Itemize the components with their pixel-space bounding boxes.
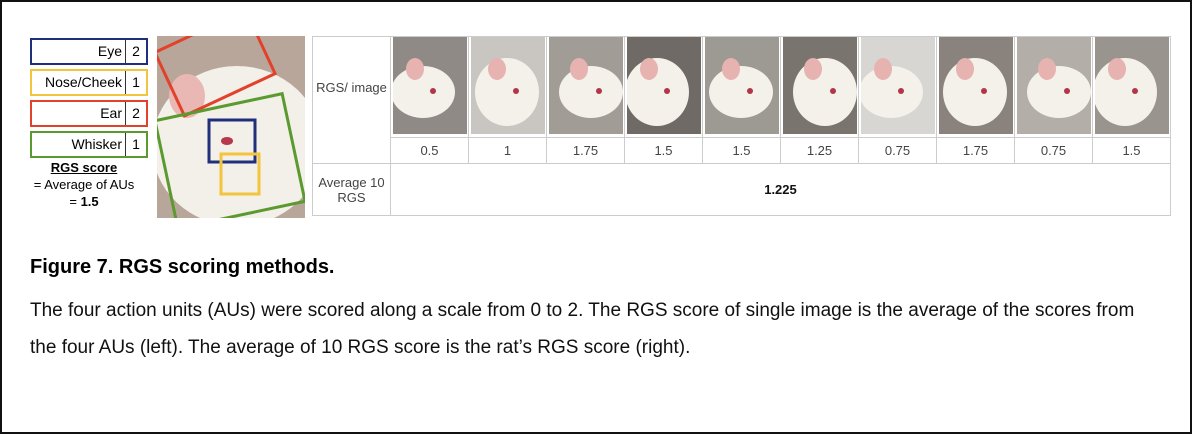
image-cell bbox=[936, 36, 1015, 138]
score-cell: 0.75 bbox=[1014, 137, 1093, 164]
rat-image bbox=[1092, 37, 1169, 134]
row-label: RGS/ image bbox=[312, 36, 391, 138]
caption-text: The four action units (AUs) were scored … bbox=[30, 300, 1135, 358]
au-box: Ear 2 bbox=[30, 100, 148, 127]
au-box: Nose/Cheek 1 bbox=[30, 69, 148, 96]
row-label: Average 10 RGS bbox=[312, 163, 391, 216]
au-score: 2 bbox=[125, 40, 146, 63]
rat-image bbox=[782, 37, 857, 134]
score-cell: 0.75 bbox=[858, 137, 937, 164]
rat-image bbox=[938, 37, 1013, 134]
caption-title: Figure 7. RGS scoring methods. bbox=[30, 256, 335, 278]
rat-image bbox=[624, 37, 701, 134]
rat-image bbox=[470, 37, 545, 134]
average-value: 1.225 bbox=[390, 163, 1171, 216]
au-name: Ear bbox=[100, 105, 122, 121]
rat-photo bbox=[157, 36, 305, 218]
image-cell bbox=[858, 36, 937, 138]
row-label-cont bbox=[312, 137, 391, 164]
image-cell bbox=[624, 36, 703, 138]
score-cell: 1.25 bbox=[780, 137, 859, 164]
rgs-label: RGS score bbox=[50, 160, 118, 175]
rgs-result: = 1.5 bbox=[20, 194, 148, 209]
au-score: 1 bbox=[125, 71, 146, 94]
score-cell: 1.75 bbox=[546, 137, 625, 164]
au-name: Nose/Cheek bbox=[44, 74, 122, 90]
image-cell bbox=[468, 36, 547, 138]
au-score: 1 bbox=[125, 133, 146, 156]
au-name: Eye bbox=[97, 43, 122, 59]
image-cell bbox=[1092, 36, 1171, 138]
score-cell: 1 bbox=[468, 137, 547, 164]
image-cell bbox=[546, 36, 625, 138]
rgs-value: 1.5 bbox=[80, 194, 99, 209]
rat-image bbox=[548, 37, 623, 134]
score-cell: 1.5 bbox=[624, 137, 703, 164]
rat-image bbox=[858, 37, 935, 134]
score-cell: 1.5 bbox=[702, 137, 781, 164]
rat-image bbox=[704, 37, 779, 134]
score-cell: 1.75 bbox=[936, 137, 1015, 164]
equals: = bbox=[69, 194, 77, 209]
au-box: Whisker 1 bbox=[30, 131, 148, 158]
rgs-formula: = Average of AUs bbox=[33, 177, 135, 192]
score-cell: 0.5 bbox=[390, 137, 469, 164]
au-box: Eye 2 bbox=[30, 38, 148, 65]
image-cell bbox=[390, 36, 469, 138]
image-cell bbox=[1014, 36, 1093, 138]
au-score: 2 bbox=[125, 102, 146, 125]
image-cell bbox=[702, 36, 781, 138]
rat-image bbox=[390, 37, 467, 134]
au-name: Whisker bbox=[71, 136, 122, 152]
rgs-table: RGS/ image 0.5 1 1.75 1.5 1.5 1.25 0.75 1.75 0.7… bbox=[312, 36, 1171, 216]
score-cell: 1.5 bbox=[1092, 137, 1171, 164]
rat-image bbox=[1016, 37, 1091, 134]
image-cell bbox=[780, 36, 859, 138]
